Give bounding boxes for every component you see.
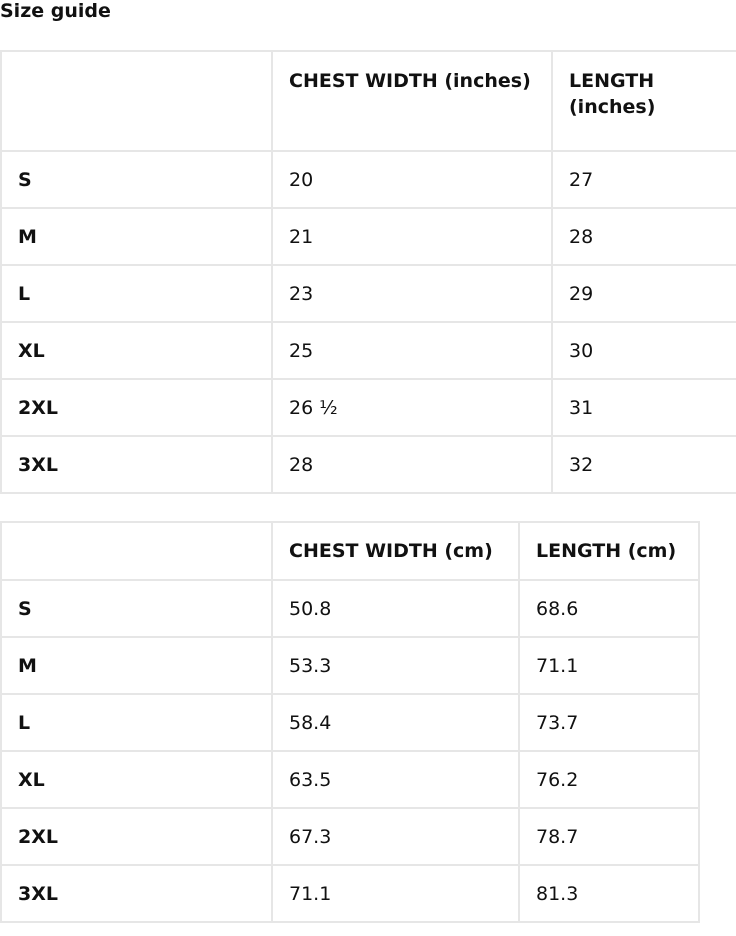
chest-width-cell: 20 — [271, 150, 553, 209]
size-label: 2XL — [0, 378, 273, 437]
size-table-cm: CHEST WIDTH (cm) LENGTH (cm) S 50.8 68.6 M 53… — [0, 521, 700, 923]
table-row: S 50.8 68.6 — [0, 579, 700, 638]
length-cell: 28 — [551, 207, 736, 266]
table-row: 3XL 28 32 — [0, 435, 736, 494]
length-cell: 76.2 — [518, 750, 700, 809]
length-cell: 71.1 — [518, 636, 700, 695]
length-cell: 32 — [551, 435, 736, 494]
length-cell: 29 — [551, 264, 736, 323]
table-row: M 53.3 71.1 — [0, 636, 700, 695]
length-cell: 68.6 — [518, 579, 700, 638]
chest-width-cell: 71.1 — [271, 864, 520, 923]
table-row: L 58.4 73.7 — [0, 693, 700, 752]
chest-width-cell: 58.4 — [271, 693, 520, 752]
length-cell: 31 — [551, 378, 736, 437]
column-header: LENGTH (inches) — [551, 50, 736, 152]
chest-width-cell: 28 — [271, 435, 553, 494]
chest-width-cell: 53.3 — [271, 636, 520, 695]
size-table-inches: CHEST WIDTH (inches) LENGTH (inches) S 20 2… — [0, 50, 736, 494]
page-title: Size guide — [0, 0, 111, 22]
chest-width-cell: 67.3 — [271, 807, 520, 866]
length-cell: 81.3 — [518, 864, 700, 923]
table-header-row: CHEST WIDTH (cm) LENGTH (cm) — [0, 521, 700, 581]
length-cell: 78.7 — [518, 807, 700, 866]
chest-width-cell: 26 ½ — [271, 378, 553, 437]
chest-width-cell: 21 — [271, 207, 553, 266]
table-row: XL 63.5 76.2 — [0, 750, 700, 809]
chest-width-cell: 23 — [271, 264, 553, 323]
table-row: 3XL 71.1 81.3 — [0, 864, 700, 923]
table-row: 2XL 67.3 78.7 — [0, 807, 700, 866]
length-cell: 27 — [551, 150, 736, 209]
size-label: XL — [0, 321, 273, 380]
table-row: S 20 27 — [0, 150, 736, 209]
size-label: L — [0, 693, 273, 752]
table-row: L 23 29 — [0, 264, 736, 323]
table-row: XL 25 30 — [0, 321, 736, 380]
size-label: 3XL — [0, 864, 273, 923]
header-cell-empty — [0, 521, 273, 581]
size-label: 2XL — [0, 807, 273, 866]
column-header: CHEST WIDTH (cm) — [271, 521, 520, 581]
column-header: LENGTH (cm) — [518, 521, 700, 581]
chest-width-cell: 63.5 — [271, 750, 520, 809]
size-label: M — [0, 207, 273, 266]
length-cell: 73.7 — [518, 693, 700, 752]
table-row: 2XL 26 ½ 31 — [0, 378, 736, 437]
size-label: S — [0, 579, 273, 638]
size-label: M — [0, 636, 273, 695]
table-row: M 21 28 — [0, 207, 736, 266]
chest-width-cell: 50.8 — [271, 579, 520, 638]
table-header-row: CHEST WIDTH (inches) LENGTH (inches) — [0, 50, 736, 152]
chest-width-cell: 25 — [271, 321, 553, 380]
size-label: L — [0, 264, 273, 323]
length-cell: 30 — [551, 321, 736, 380]
column-header: CHEST WIDTH (inches) — [271, 50, 553, 152]
header-cell-empty — [0, 50, 273, 152]
size-label: XL — [0, 750, 273, 809]
size-label: S — [0, 150, 273, 209]
size-label: 3XL — [0, 435, 273, 494]
